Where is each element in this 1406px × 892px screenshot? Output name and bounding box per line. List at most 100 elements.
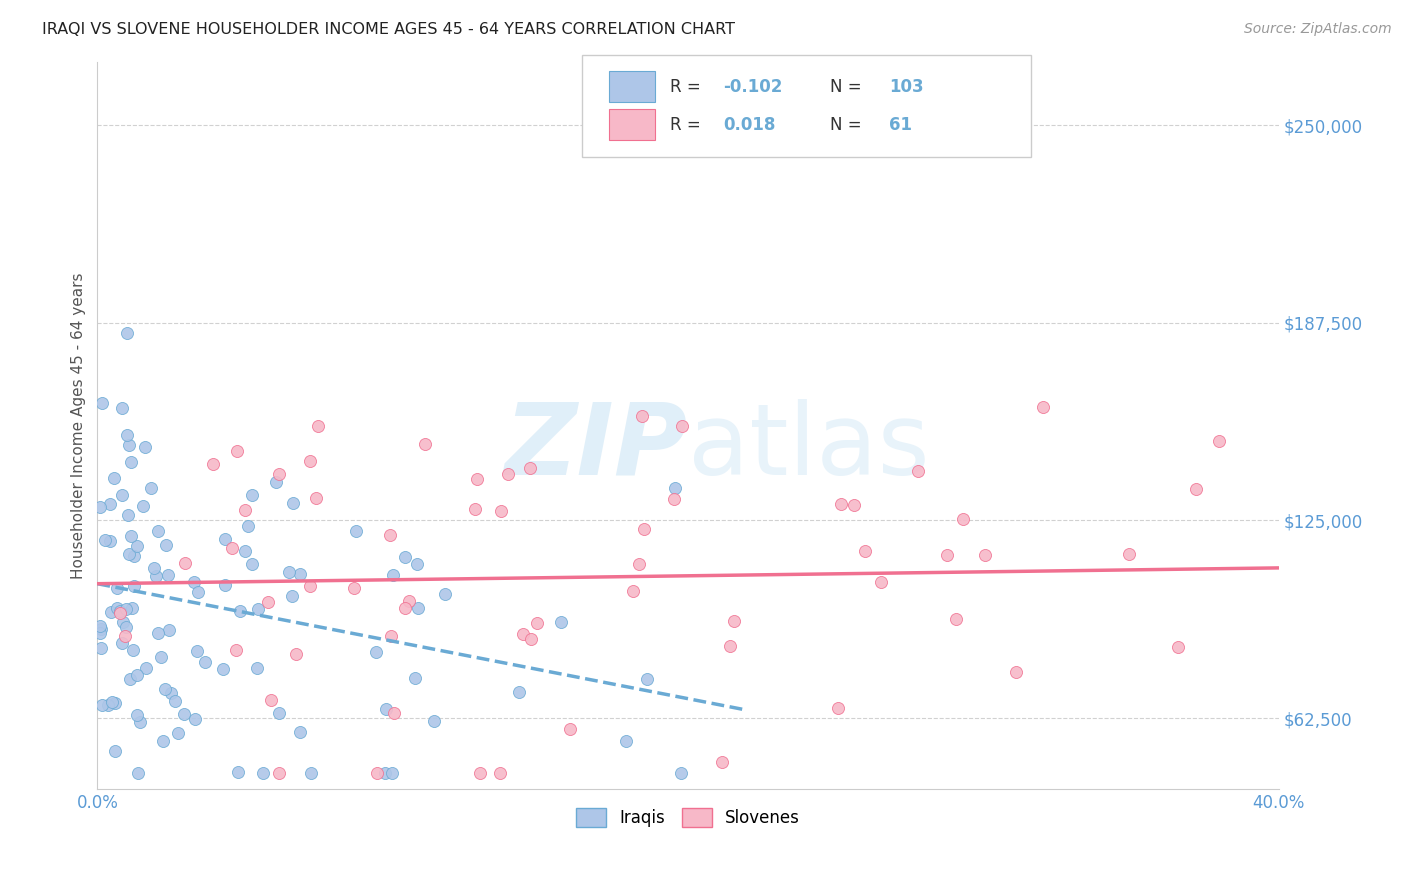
- Point: [408, 601, 430, 615]
- Point: [830, 498, 852, 512]
- Point: [127, 766, 149, 780]
- Point: [269, 467, 291, 481]
- Point: [139, 481, 162, 495]
- Point: [214, 533, 236, 547]
- Point: [105, 601, 128, 615]
- Point: [423, 714, 446, 728]
- Point: [853, 544, 876, 558]
- FancyBboxPatch shape: [609, 71, 655, 102]
- Point: [378, 528, 401, 542]
- Point: [90, 622, 112, 636]
- Point: [121, 601, 143, 615]
- Point: [299, 454, 322, 468]
- Point: [374, 766, 396, 780]
- Point: [173, 557, 195, 571]
- Point: [89, 500, 111, 514]
- Point: [290, 725, 312, 739]
- Point: [118, 548, 141, 562]
- Text: R =: R =: [671, 116, 706, 134]
- Text: Source: ZipAtlas.com: Source: ZipAtlas.com: [1244, 22, 1392, 37]
- Point: [165, 694, 187, 708]
- Point: [105, 581, 128, 595]
- Point: [664, 481, 686, 495]
- Point: [1118, 547, 1140, 561]
- Text: 61: 61: [889, 116, 912, 134]
- Text: -0.102: -0.102: [724, 78, 783, 95]
- Point: [870, 575, 893, 590]
- Point: [1185, 482, 1208, 496]
- Point: [115, 428, 138, 442]
- Point: [945, 611, 967, 625]
- Point: [89, 619, 111, 633]
- Point: [91, 698, 114, 712]
- Point: [110, 604, 132, 618]
- Point: [496, 467, 519, 481]
- Point: [718, 639, 741, 653]
- Text: N =: N =: [830, 78, 866, 95]
- Text: N =: N =: [830, 116, 866, 134]
- Point: [398, 594, 420, 608]
- Point: [252, 766, 274, 780]
- Point: [173, 706, 195, 721]
- FancyBboxPatch shape: [582, 54, 1031, 156]
- Point: [100, 605, 122, 619]
- Y-axis label: Householder Income Ages 45 - 64 years: Householder Income Ages 45 - 64 years: [72, 272, 86, 579]
- Point: [550, 615, 572, 630]
- Point: [1167, 640, 1189, 654]
- Point: [128, 715, 150, 730]
- Point: [186, 644, 208, 658]
- Point: [236, 518, 259, 533]
- Point: [94, 533, 117, 547]
- Point: [344, 524, 367, 538]
- Point: [299, 579, 322, 593]
- Point: [631, 409, 654, 424]
- Point: [468, 766, 491, 780]
- Point: [100, 695, 122, 709]
- Point: [246, 601, 269, 615]
- Point: [508, 684, 530, 698]
- Point: [375, 702, 398, 716]
- Point: [267, 766, 290, 780]
- Point: [1005, 665, 1028, 680]
- Point: [149, 650, 172, 665]
- Point: [115, 620, 138, 634]
- Point: [146, 524, 169, 538]
- Point: [433, 587, 456, 601]
- Point: [257, 595, 280, 609]
- FancyBboxPatch shape: [609, 110, 655, 140]
- Point: [143, 560, 166, 574]
- Point: [118, 673, 141, 687]
- Point: [111, 615, 134, 630]
- Point: [277, 565, 299, 579]
- Point: [103, 744, 125, 758]
- Point: [627, 557, 650, 571]
- Point: [226, 764, 249, 779]
- Point: [281, 589, 304, 603]
- Point: [152, 734, 174, 748]
- Text: 103: 103: [889, 78, 924, 95]
- Point: [526, 616, 548, 631]
- Point: [157, 623, 180, 637]
- Point: [260, 693, 283, 707]
- Point: [621, 584, 644, 599]
- Point: [153, 682, 176, 697]
- Point: [974, 549, 997, 563]
- Point: [90, 641, 112, 656]
- Point: [125, 539, 148, 553]
- Point: [614, 734, 637, 748]
- Point: [111, 636, 134, 650]
- Point: [148, 625, 170, 640]
- Point: [366, 766, 388, 780]
- Point: [90, 396, 112, 410]
- Point: [406, 558, 429, 572]
- Point: [489, 766, 512, 780]
- Point: [952, 512, 974, 526]
- Point: [512, 627, 534, 641]
- Point: [343, 581, 366, 595]
- Point: [118, 438, 141, 452]
- Text: ZIP: ZIP: [505, 399, 688, 496]
- Point: [157, 567, 180, 582]
- Point: [125, 708, 148, 723]
- Point: [111, 488, 134, 502]
- Point: [183, 574, 205, 589]
